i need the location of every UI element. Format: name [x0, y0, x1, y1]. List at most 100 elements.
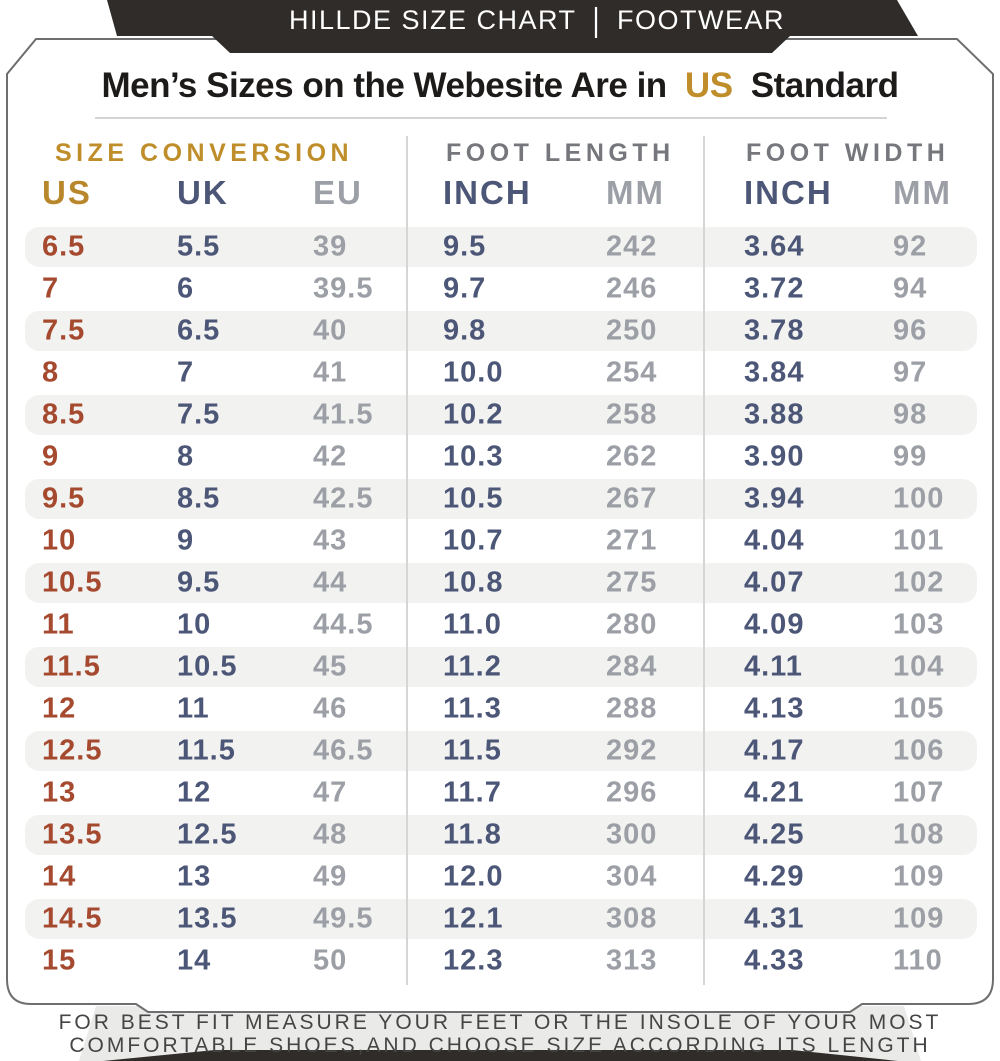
cell-width-mm: 106: [893, 734, 945, 767]
cell-width-mm: 107: [893, 776, 945, 809]
table-row: 7 6 39.5 9.7 246 3.72 94: [25, 268, 977, 310]
footer-note-line1: FOR BEST FIT MEASURE YOUR FEET OR THE IN…: [58, 1011, 942, 1034]
cell-length-mm: 284: [606, 650, 658, 683]
cell-us: 9.5: [42, 482, 86, 515]
cell-length-inch: 11.3: [443, 692, 502, 725]
cell-length-mm: 267: [606, 482, 658, 515]
cell-length-inch: 10.7: [443, 524, 504, 557]
cell-us: 14.5: [42, 902, 103, 935]
cell-uk: 13: [177, 860, 212, 893]
cell-length-inch: 9.5: [443, 230, 487, 263]
cell-width-mm: 109: [893, 860, 945, 893]
cell-eu: 45: [313, 650, 348, 683]
banner-category: FOOTWEAR: [617, 5, 786, 35]
cell-length-inch: 12.0: [443, 860, 504, 893]
cell-width-mm: 108: [893, 818, 945, 851]
cell-width-inch: 4.17: [744, 734, 805, 767]
cell-width-inch: 3.72: [744, 272, 805, 305]
table-row: 13 12 47 11.7 296 4.21 107: [25, 772, 977, 814]
cell-width-inch: 3.94: [744, 482, 805, 515]
cell-length-inch: 11.2: [443, 650, 502, 683]
cell-uk: 6: [177, 272, 195, 305]
cell-eu: 41: [313, 356, 348, 389]
cell-length-inch: 10.2: [443, 398, 504, 431]
cell-length-mm: 300: [606, 818, 658, 851]
cell-length-inch: 9.8: [443, 314, 487, 347]
cell-uk: 12: [177, 776, 212, 809]
cell-width-inch: 3.78: [744, 314, 805, 347]
table-row: 13.5 12.5 48 11.8 300 4.25 108: [25, 814, 977, 856]
cell-length-inch: 11.0: [443, 608, 502, 641]
column-header-row: US UK EU INCH MM INCH MM: [0, 174, 1000, 216]
cell-uk: 9.5: [177, 566, 221, 599]
cell-width-mm: 105: [893, 692, 945, 725]
cell-uk: 12.5: [177, 818, 238, 851]
section-header-foot-length: FOOT LENGTH: [446, 139, 675, 167]
cell-us: 7.5: [42, 314, 86, 347]
brand-name: HILLDE SIZE CHART: [288, 5, 577, 35]
page-title: Men’s Sizes on the Webesite Are in US St…: [0, 66, 1000, 106]
cell-us: 9: [42, 440, 60, 473]
bottom-ribbon: [103, 1050, 898, 1061]
cell-width-mm: 110: [893, 944, 943, 977]
cell-length-mm: 304: [606, 860, 658, 893]
table-row: 10 9 43 10.7 271 4.04 101: [25, 520, 977, 562]
table-row: 11 10 44.5 11.0 280 4.09 103: [25, 604, 977, 646]
column-header-length-inch: INCH: [443, 174, 532, 211]
table-row: 8 7 41 10.0 254 3.84 97: [25, 352, 977, 394]
cell-width-inch: 4.33: [744, 944, 805, 977]
cell-us: 8.5: [42, 398, 86, 431]
cell-length-inch: 11.8: [443, 818, 502, 851]
table-row: 14.5 13.5 49.5 12.1 308 4.31 109: [25, 898, 977, 940]
cell-width-inch: 3.84: [744, 356, 805, 389]
column-header-us: US: [42, 174, 92, 211]
cell-length-mm: 258: [606, 398, 658, 431]
cell-width-mm: 98: [893, 398, 928, 431]
column-header-width-inch: INCH: [744, 174, 833, 211]
cell-eu: 41.5: [313, 398, 374, 431]
cell-us: 13: [42, 776, 77, 809]
cell-uk: 5.5: [177, 230, 221, 263]
cell-width-inch: 4.13: [744, 692, 805, 725]
table-row: 12 11 46 11.3 288 4.13 105: [25, 688, 977, 730]
cell-width-mm: 103: [893, 608, 945, 641]
cell-uk: 8.5: [177, 482, 221, 515]
cell-width-inch: 4.09: [744, 608, 805, 641]
cell-us: 12.5: [42, 734, 103, 767]
table-row: 14 13 49 12.0 304 4.29 109: [25, 856, 977, 898]
cell-width-inch: 4.21: [744, 776, 805, 809]
cell-width-mm: 97: [893, 356, 928, 389]
banner-separator: |: [592, 1, 602, 39]
cell-length-mm: 308: [606, 902, 658, 935]
cell-uk: 11.5: [177, 734, 236, 767]
cell-length-inch: 10.8: [443, 566, 504, 599]
title-divider-line: [95, 117, 887, 119]
cell-us: 6.5: [42, 230, 86, 263]
cell-us: 10.5: [42, 566, 103, 599]
cell-width-mm: 104: [893, 650, 945, 683]
cell-length-inch: 12.3: [443, 944, 504, 977]
cell-eu: 48: [313, 818, 348, 851]
column-header-eu: EU: [313, 174, 363, 211]
cell-eu: 44: [313, 566, 348, 599]
table-row: 7.5 6.5 40 9.8 250 3.78 96: [25, 310, 977, 352]
cell-uk: 10: [177, 608, 212, 641]
cell-us: 15: [42, 944, 77, 977]
column-header-width-mm: MM: [893, 174, 952, 211]
cell-length-mm: 275: [606, 566, 658, 599]
title-highlight: US: [684, 66, 733, 105]
table-row: 15 14 50 12.3 313 4.33 110: [25, 940, 977, 982]
cell-uk: 7.5: [177, 398, 221, 431]
cell-us: 11: [42, 608, 75, 641]
cell-us: 7: [42, 272, 60, 305]
cell-length-inch: 12.1: [443, 902, 504, 935]
cell-width-mm: 94: [893, 272, 928, 305]
cell-length-mm: 280: [606, 608, 658, 641]
cell-width-inch: 4.25: [744, 818, 805, 851]
cell-us: 12: [42, 692, 77, 725]
cell-width-inch: 4.11: [744, 650, 803, 683]
cell-length-inch: 9.7: [443, 272, 487, 305]
cell-length-mm: 292: [606, 734, 658, 767]
cell-us: 11.5: [42, 650, 101, 683]
